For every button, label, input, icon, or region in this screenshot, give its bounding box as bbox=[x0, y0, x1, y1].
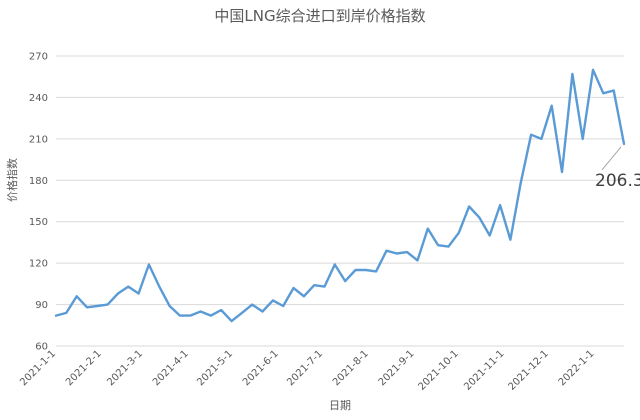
y-axis-title: 价格指数 bbox=[5, 158, 19, 202]
x-tick-label: 2021-7-1 bbox=[285, 348, 325, 388]
y-tick-label: 150 bbox=[29, 217, 48, 228]
x-tick-label: 2021-8-1 bbox=[331, 348, 371, 388]
x-tick-label: 2022-1-1 bbox=[557, 348, 597, 388]
x-tick-label: 2021-3-1 bbox=[105, 348, 145, 388]
y-tick-label: 210 bbox=[29, 134, 48, 145]
series-layer bbox=[54, 68, 626, 323]
chart-title: 中国LNG综合进口到岸价格指数 bbox=[214, 7, 425, 25]
annotation-leader-line bbox=[601, 146, 622, 171]
x-tick-label: 2021-9-1 bbox=[377, 348, 417, 388]
y-tick-label: 270 bbox=[29, 52, 48, 63]
x-axis-title: 日期 bbox=[329, 399, 351, 412]
y-tick-label: 60 bbox=[35, 342, 48, 353]
x-tick-label: 2021-11-1 bbox=[462, 348, 506, 392]
last-value-label: 206.34 bbox=[595, 171, 640, 191]
gridlines bbox=[56, 55, 624, 347]
x-tick-label: 2021-10-1 bbox=[417, 348, 461, 392]
x-axis-ticks: 2021-1-1 2021-2-1 2021-3-1 2021-4-1 2021-5-1… bbox=[18, 348, 596, 392]
y-tick-label: 90 bbox=[35, 300, 48, 311]
x-tick-label: 2021-6-1 bbox=[241, 348, 281, 388]
x-tick-label: 2021-12-1 bbox=[506, 348, 550, 392]
y-tick-label: 180 bbox=[29, 176, 48, 187]
annotation-layer: 206.34 bbox=[595, 146, 640, 191]
y-tick-label: 240 bbox=[29, 93, 48, 104]
x-tick-label: 2021-5-1 bbox=[195, 348, 235, 388]
y-axis-ticks: 60 90 120 150 180 210 240 270 bbox=[29, 52, 48, 353]
series-line bbox=[54, 68, 626, 323]
x-tick-label: 2021-1-1 bbox=[18, 348, 58, 388]
x-tick-label: 2021-2-1 bbox=[64, 348, 104, 388]
x-tick-label: 2021-4-1 bbox=[151, 348, 191, 388]
y-tick-label: 120 bbox=[29, 259, 48, 270]
